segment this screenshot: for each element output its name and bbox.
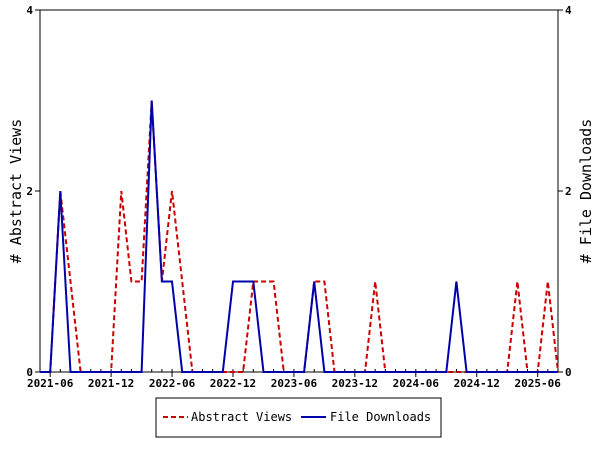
y-right-tick-label: 0 xyxy=(565,366,572,379)
x-tick-label: 2021-12 xyxy=(88,377,134,390)
y-right-tick-label: 2 xyxy=(565,185,572,198)
x-tick-label: 2025-06 xyxy=(515,377,562,390)
left-axis-title: # Abstract Views xyxy=(7,119,25,264)
x-tick-label: 2022-06 xyxy=(149,377,196,390)
series-line-file-downloads xyxy=(40,100,558,373)
legend-box xyxy=(155,397,442,438)
x-tick-label: 2023-06 xyxy=(271,377,318,390)
legend: Abstract Views File Downloads xyxy=(155,397,442,438)
x-tick-label: 2024-06 xyxy=(393,377,440,390)
y-left-tick-label: 4 xyxy=(26,4,33,17)
series-lines xyxy=(40,100,559,373)
plot-area xyxy=(39,9,559,373)
y-right-tick-label: 4 xyxy=(565,4,572,17)
axis-tick-labels: 2021-06 2021-12 2022-06 2022-12 2023-06 2023-… xyxy=(26,4,572,390)
legend-label-abstract-views: Abstract Views xyxy=(191,410,292,424)
x-tick-label: 2023-12 xyxy=(332,377,378,390)
y-left-tick-label: 0 xyxy=(26,366,33,379)
x-tick-label: 2022-12 xyxy=(210,377,256,390)
legend-label-file-downloads: File Downloads xyxy=(330,410,431,424)
x-tick-label: 2021-06 xyxy=(27,377,74,390)
x-tick-label: 2024-12 xyxy=(454,377,500,390)
right-axis-title: # File Downloads xyxy=(577,119,595,264)
y-left-tick-label: 2 xyxy=(26,185,33,198)
